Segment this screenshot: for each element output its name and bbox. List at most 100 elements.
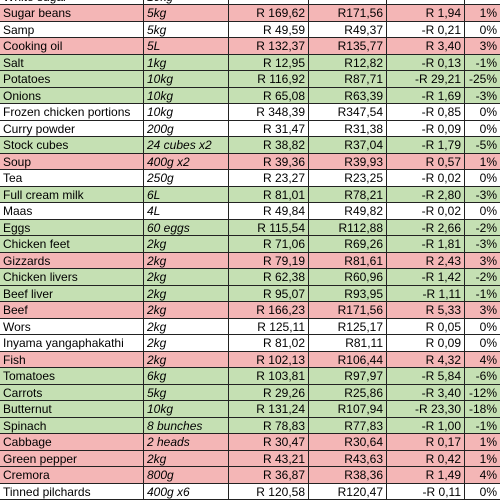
- table-cell: Stock cubes: [3, 138, 69, 152]
- table-row: Cremora 800g R 36,87 R38,36 R 1,49 4%: [0, 467, 500, 484]
- table-cell: R93,95: [308, 285, 386, 301]
- table-cell: R 81,01: [228, 186, 308, 202]
- table-cell: R49,82: [308, 203, 386, 219]
- table-row: Eggs 60 eggs R 115,54 R112,88 -R 2,66 -2%: [0, 219, 500, 236]
- table-cell: R 116,92: [228, 71, 308, 87]
- table-row: Maas 4L R 49,84 R49,82 -R 0,02 0%: [0, 203, 500, 220]
- table-cell: 6kg: [143, 368, 228, 384]
- table-cell: White sugar: [0, 0, 143, 4]
- table-cell: R 2,43: [386, 252, 464, 268]
- table-cell: R 49,59: [228, 21, 308, 37]
- table-cell: 0%: [464, 120, 500, 136]
- table-cell: 4%: [464, 351, 500, 367]
- table-cell: R 78,83: [228, 417, 308, 433]
- table-cell: R38,36: [308, 467, 386, 483]
- table-cell: [228, 0, 308, 4]
- table-cell: R97,97: [308, 368, 386, 384]
- table-cell: R 131,24: [228, 401, 308, 417]
- table-cell: R12,82: [308, 54, 386, 70]
- table-cell: R 71,06: [228, 236, 308, 252]
- table-cell: 2kg: [143, 285, 228, 301]
- table-cell: Gizzards: [3, 253, 51, 268]
- table-cell: Cabbage: [3, 435, 52, 449]
- table-cell: 5kg: [143, 21, 228, 37]
- table-cell: 3%: [464, 302, 500, 318]
- table-row: Cooking oil 5L R 132,37 R135,77 R 3,40 3%: [0, 38, 500, 55]
- table-cell: 200g: [143, 120, 228, 136]
- table-cell: -R 0,02: [386, 203, 464, 219]
- table-cell: R81,11: [308, 335, 386, 351]
- table-cell: 1%: [464, 153, 500, 169]
- table-cell: R 120,58: [228, 483, 308, 499]
- table-cell: R 0,57: [386, 153, 464, 169]
- table-cell: -3%: [464, 87, 500, 103]
- table-row: Beef liver 2kg R 95,07 R93,95 -R 1,11 -1%: [0, 285, 500, 302]
- table-cell: R 125,11: [228, 318, 308, 334]
- table-cell: 0%: [464, 170, 500, 186]
- table-cell: R 115,54: [228, 219, 308, 235]
- table-cell: 10kg: [143, 0, 228, 4]
- table-cell: -2%: [464, 219, 500, 235]
- table-cell: 2kg: [143, 335, 228, 351]
- table-row: Potatoes 10kg R 116,92 R87,71 -R 29,21 -25%: [0, 71, 500, 88]
- table-cell: R 4,32: [386, 351, 464, 367]
- table-cell: Tinned pilchards: [3, 484, 91, 499]
- table-cell: R 166,23: [228, 302, 308, 318]
- table-cell: Eggs: [3, 220, 31, 235]
- table-cell: Carrots: [3, 385, 43, 400]
- table-cell: Frozen chicken portions: [3, 105, 131, 119]
- table-row: Inyama yangaphakathi 2kg R 81,02 R81,11 R 0,…: [0, 335, 500, 352]
- table-cell: R 5,33: [386, 302, 464, 318]
- table-cell: Cremora: [3, 468, 50, 482]
- table-cell: -1%: [464, 285, 500, 301]
- table-cell: -R 1,00: [386, 417, 464, 433]
- table-cell: -5%: [464, 137, 500, 153]
- table-cell: R 29,26: [228, 384, 308, 400]
- table-cell: Tomatoes: [3, 369, 56, 383]
- table-row: Carrots 5kg R 29,26 R25,86 -R 3,40 -12%: [0, 384, 500, 401]
- table-cell: Green pepper: [3, 451, 78, 466]
- table-cell: R 62,38: [228, 269, 308, 285]
- table-row: Full cream milk 6L R 81,01 R78,21 -R 2,80 -3%: [0, 186, 500, 203]
- table-cell: 1kg: [143, 54, 228, 70]
- table-cell: 0%: [464, 21, 500, 37]
- table-cell: R 0,42: [386, 450, 464, 466]
- table-cell: -R 0,02: [386, 170, 464, 186]
- table-cell: -2%: [464, 269, 500, 285]
- table-row: Spinach 8 bunches R 78,83 R77,83 -R 1,00 -1%: [0, 417, 500, 434]
- table-cell: 10kg: [143, 87, 228, 103]
- table-row: Green pepper 2kg R 43,21 R43,63 R 0,42 1%: [0, 450, 500, 467]
- table-cell: R63,39: [308, 87, 386, 103]
- table-cell: R 49,84: [228, 203, 308, 219]
- table-cell: 5kg: [143, 384, 228, 400]
- table-cell: R 0,05: [386, 318, 464, 334]
- table-row: Stock cubes 24 cubes x2 R 38,82 R37,04 -R 1,…: [0, 137, 500, 154]
- table-cell: -25%: [464, 71, 500, 87]
- table-cell: R 39,36: [228, 153, 308, 169]
- table-cell: Maas: [3, 204, 33, 218]
- table-row: Beef 2kg R 166,23 R171,56 R 5,33 3%: [0, 302, 500, 319]
- table-row: Frozen chicken portions 10kg R 348,39 R347,…: [0, 104, 500, 121]
- table-row: Tinned pilchards 400g x6 R 120,58 R120,47 -R…: [0, 483, 500, 500]
- table-cell: R23,25: [308, 170, 386, 186]
- table-cell: R 103,81: [228, 368, 308, 384]
- table-cell: R 0,17: [386, 434, 464, 450]
- table-cell: -R 2,66: [386, 219, 464, 235]
- table-cell: Onions: [3, 88, 42, 103]
- table-row: Onions 10kg R 65,08 R63,39 -R 1,69 -3%: [0, 87, 500, 104]
- table-cell: R 95,07: [228, 285, 308, 301]
- table-cell: R43,63: [308, 450, 386, 466]
- table-cell: 0%: [464, 483, 500, 499]
- table-cell: 3%: [464, 38, 500, 54]
- table-cell: Chicken livers: [3, 270, 78, 284]
- table-cell: R 31,47: [228, 120, 308, 136]
- table-cell: 1%: [464, 5, 500, 21]
- table-cell: 2kg: [143, 351, 228, 367]
- table-cell: -R 1,42: [386, 269, 464, 285]
- table-cell: -R 2,80: [386, 186, 464, 202]
- table-cell: R 12,95: [228, 54, 308, 70]
- table-cell: 0%: [464, 335, 500, 351]
- table-cell: R31,38: [308, 120, 386, 136]
